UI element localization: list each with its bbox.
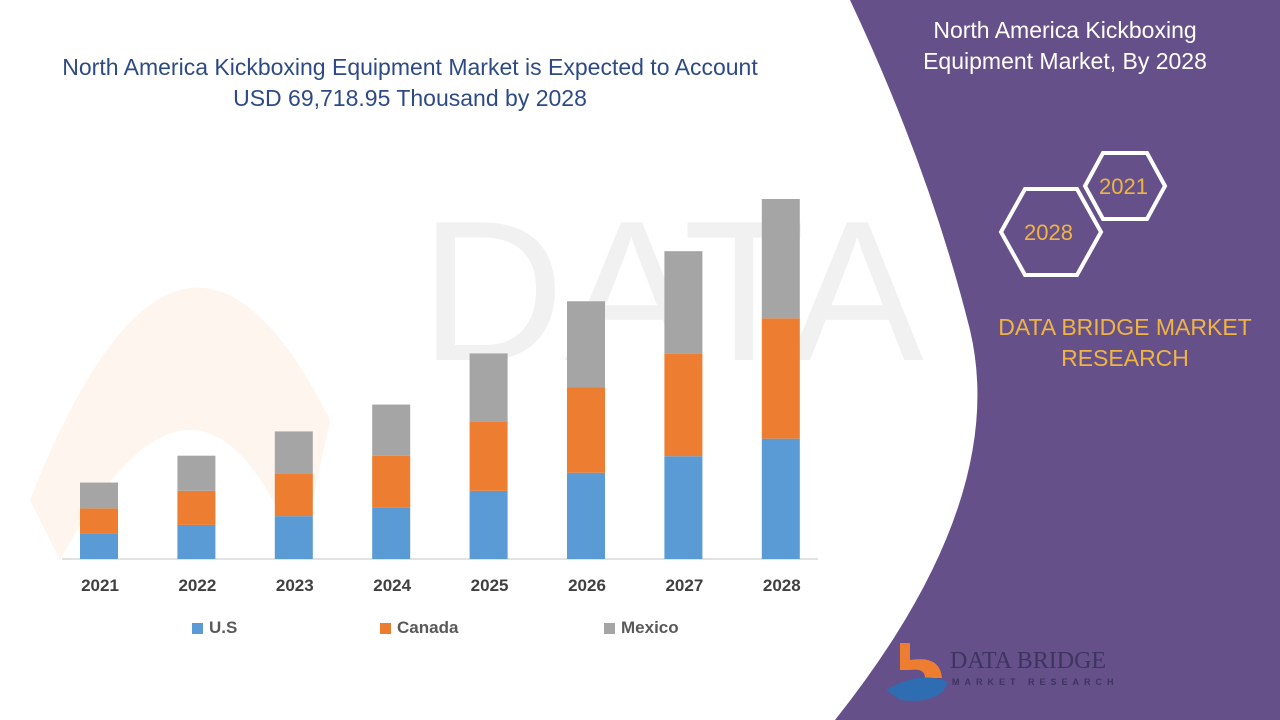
x-tick-label: 2027	[665, 576, 704, 595]
bar-mexico-2026	[567, 301, 605, 388]
bar-canada-2027	[664, 353, 703, 457]
legend-label: Mexico	[621, 618, 679, 637]
bar-canada-2023	[274, 473, 313, 517]
bar-mexico-2025	[469, 353, 508, 422]
bar-canada-2025	[469, 421, 508, 491]
hex-label-2028: 2028	[1024, 220, 1073, 245]
bar-us-2028	[761, 438, 800, 559]
x-tick-label: 2025	[470, 576, 509, 595]
bar-us-2025	[469, 490, 508, 559]
side-panel	[835, 0, 1280, 720]
legend-label: Canada	[397, 618, 459, 637]
bar-canada-2022	[177, 490, 216, 525]
bar-mexico-2028	[761, 199, 800, 319]
legend-item-us: U.S	[192, 618, 237, 638]
bar-us-2023	[274, 516, 313, 559]
bar-mexico-2024	[372, 404, 411, 456]
bar-mexico-2023	[274, 431, 313, 474]
hexagon-2028	[998, 187, 1104, 277]
bar-canada-2024	[372, 455, 411, 508]
x-tick-label: 2026	[568, 576, 606, 595]
bar-mexico-2021	[80, 482, 118, 509]
legend-swatch	[380, 622, 391, 634]
x-tick-label: 2023	[275, 576, 314, 595]
bar-canada-2028	[761, 318, 800, 439]
bar-mexico-2027	[664, 251, 703, 354]
x-tick-label: 2024	[373, 576, 412, 595]
bar-canada-2021	[80, 508, 118, 534]
brand-name: DATA BRIDGE MARKET RESEARCH	[998, 314, 1252, 371]
x-tick-label: 2021	[81, 576, 119, 595]
logo-text: DATA BRIDGE	[950, 648, 1107, 674]
bar-mexico-2022	[177, 455, 216, 491]
legend-item-canada: Canada	[380, 618, 458, 638]
bar-us-2022	[177, 524, 216, 559]
logo-subtext: MARKET RESEARCH	[952, 677, 1119, 687]
logo-icon	[886, 643, 948, 701]
legend-swatch	[604, 622, 615, 634]
x-tick-label: 2028	[762, 576, 801, 595]
legend-item-mexico: Mexico	[604, 618, 679, 638]
legend-swatch	[192, 622, 203, 634]
bar-us-2021	[80, 533, 118, 559]
hexagon-2021	[1082, 151, 1168, 221]
bar-us-2027	[664, 456, 703, 559]
hex-label-2021: 2021	[1099, 174, 1148, 199]
x-tick-label: 2022	[178, 576, 217, 595]
bar-us-2026	[567, 472, 605, 559]
side-panel-title: North America Kickboxing Equipment Marke…	[923, 17, 1207, 74]
legend-label: U.S	[209, 618, 238, 637]
bar-us-2024	[372, 507, 411, 559]
bar-canada-2026	[567, 387, 605, 473]
chart-title: North America Kickboxing Equipment Marke…	[62, 54, 758, 111]
